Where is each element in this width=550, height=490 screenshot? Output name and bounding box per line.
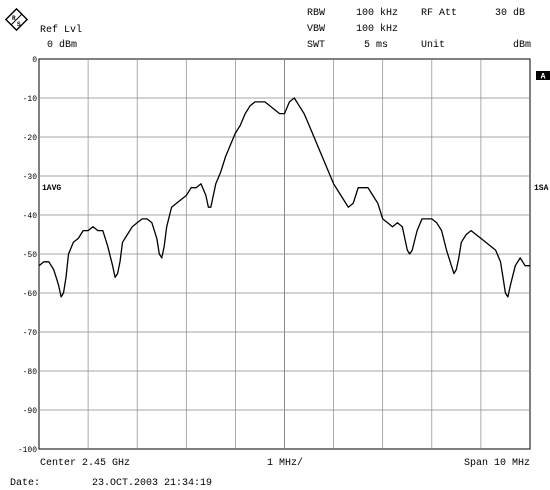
rs-logo-icon: R S xyxy=(4,7,29,32)
date-label: Date: xyxy=(10,478,40,489)
rbw-label: RBW xyxy=(307,8,325,19)
screen-a-badge xyxy=(536,71,550,80)
unit-label: Unit xyxy=(421,39,445,51)
swt-label: SWT xyxy=(307,40,325,51)
ref-level-label: Ref Lvl xyxy=(40,24,82,36)
y-tick-label: -20 xyxy=(23,134,38,143)
swt-value: 5 ms xyxy=(364,40,388,51)
y-tick-label: -60 xyxy=(23,290,38,299)
svg-text:R: R xyxy=(12,15,16,22)
ref-level-value: 0 dBm xyxy=(47,39,77,51)
vbw-label: VBW xyxy=(307,24,325,35)
y-tick-label: -80 xyxy=(23,368,38,377)
frequency-span: Span 10 MHz xyxy=(464,458,530,469)
trace-mode-left: 1AVG xyxy=(42,184,61,193)
frequency-per-division: 1 MHz/ xyxy=(267,457,303,469)
rbw-value: 100 kHz xyxy=(356,7,398,19)
svg-text:S: S xyxy=(17,21,21,28)
screen-a-label: A xyxy=(541,73,546,82)
y-tick-label: -100 xyxy=(18,446,37,455)
rf-att-label: RF Att xyxy=(421,8,457,19)
y-axis-ticks: 0 -10 -20 -30 -40 -50 -60 -70 -80 -90 -100 xyxy=(18,56,37,455)
center-frequency: Center 2.45 GHz xyxy=(40,458,130,469)
date-value: 23.OCT.2003 21:34:19 xyxy=(92,478,212,489)
vbw-value: 100 kHz xyxy=(356,23,398,35)
y-tick-label: -30 xyxy=(23,173,38,182)
y-tick-label: -90 xyxy=(23,407,38,416)
y-tick-label: -70 xyxy=(23,329,38,338)
y-tick-label: -10 xyxy=(23,95,38,104)
y-tick-label: -40 xyxy=(23,212,38,221)
spectrum-trace xyxy=(38,97,530,298)
trace-mode-right: 1SA xyxy=(534,184,549,193)
y-tick-label: 0 xyxy=(32,56,37,65)
y-tick-label: -50 xyxy=(23,251,38,260)
unit-value: dBm xyxy=(513,39,531,51)
rf-att-value: 30 dB xyxy=(495,7,525,19)
plot-grid xyxy=(39,59,530,449)
